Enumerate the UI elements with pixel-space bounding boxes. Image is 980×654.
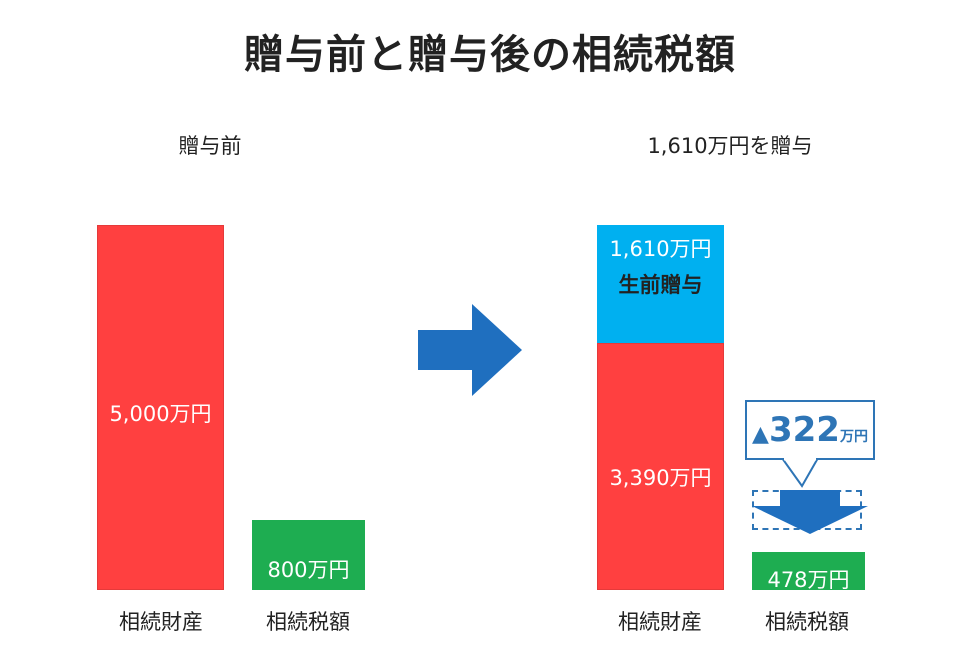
bar-before-estate: 5,000万円: [97, 225, 224, 590]
right-arrow-icon: [418, 304, 522, 396]
category-label: 相続税額: [765, 610, 849, 634]
bar-after-gift: 1,610万円 生前贈与: [597, 225, 724, 343]
category-label: 相続財産: [119, 610, 203, 634]
bar-before-tax: 800万円: [252, 519, 365, 590]
category-label: 相続税額: [266, 610, 350, 634]
down-arrow-icon: [752, 490, 868, 534]
category-label: 相続財産: [618, 610, 702, 634]
bar-value-label: 3,390万円: [609, 465, 712, 490]
bar-after-tax: 478万円: [752, 551, 865, 592]
decrease-marker: ▲: [752, 422, 769, 447]
callout-value: 322: [768, 410, 840, 450]
bar-value-label: 478万円: [767, 567, 850, 592]
after-heading: 1,610万円を贈与: [647, 134, 813, 158]
gift-value-label: 1,610万円: [609, 237, 712, 261]
callout-pointer: [780, 458, 820, 488]
bar-value-label: 5,000万円: [109, 402, 212, 426]
page-title: 贈与前と贈与後の相続税額: [244, 32, 736, 78]
bar-after-estate: 3,390万円: [597, 342, 724, 590]
bar-value-label: 800万円: [267, 557, 350, 582]
gift-series-label: 生前贈与: [618, 273, 703, 297]
tax-reduction-callout: ▲322万円: [745, 400, 875, 460]
before-heading: 贈与前: [178, 134, 242, 158]
callout-unit: 万円: [839, 429, 868, 445]
